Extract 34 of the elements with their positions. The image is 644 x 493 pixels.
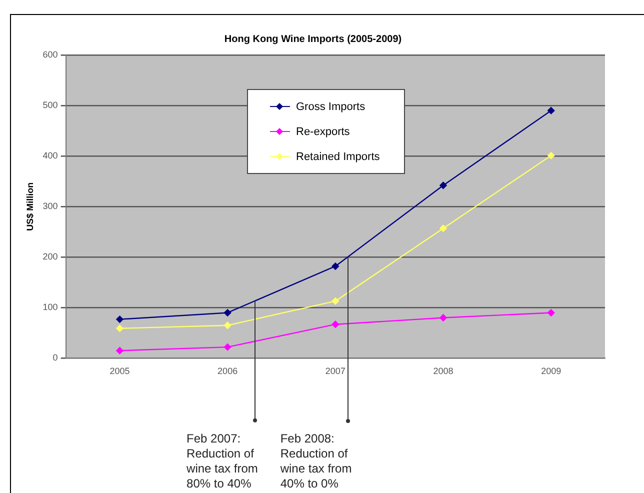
point	[224, 309, 232, 316]
x-tick-label: 2005	[110, 366, 130, 376]
y-tick-label: 200	[42, 252, 58, 262]
text: Feb 2008: Reduction of wine tax from 40% to 0%	[279, 431, 352, 490]
point	[116, 324, 124, 332]
x-tick-label: 2007	[325, 366, 346, 376]
point	[440, 224, 447, 232]
point	[332, 262, 340, 270]
point	[116, 347, 124, 354]
legend-label: Re-exports	[296, 126, 350, 138]
point	[547, 106, 555, 114]
point	[224, 343, 232, 351]
point	[224, 322, 232, 329]
legend-label: Gross Imports	[296, 100, 366, 112]
y-tick-label: 100	[42, 302, 58, 312]
x-tick-label: 2008	[433, 366, 454, 376]
x-tick-label: 2009	[541, 366, 562, 376]
point	[332, 298, 340, 305]
x-tick-label: 2006	[218, 366, 238, 376]
y-tick-label: 500	[42, 100, 58, 110]
point	[116, 316, 124, 323]
y-tick-label: 0	[52, 352, 58, 363]
point	[547, 152, 555, 160]
point	[440, 314, 447, 322]
y-axis-title: US$ Million	[24, 182, 35, 231]
point	[440, 182, 447, 189]
text: Feb 2007: Reduction of wine tax from 80% to 40%	[186, 431, 258, 490]
chart-title: Hong Kong Wine Imports (2005-2009)	[224, 34, 402, 45]
y-tick-label: 600	[42, 49, 58, 60]
legend-label: Retained Imports	[296, 150, 380, 162]
point	[547, 309, 555, 316]
point	[332, 320, 340, 328]
y-tick-label: 400	[42, 150, 58, 161]
y-tick-label: 300	[42, 201, 58, 212]
